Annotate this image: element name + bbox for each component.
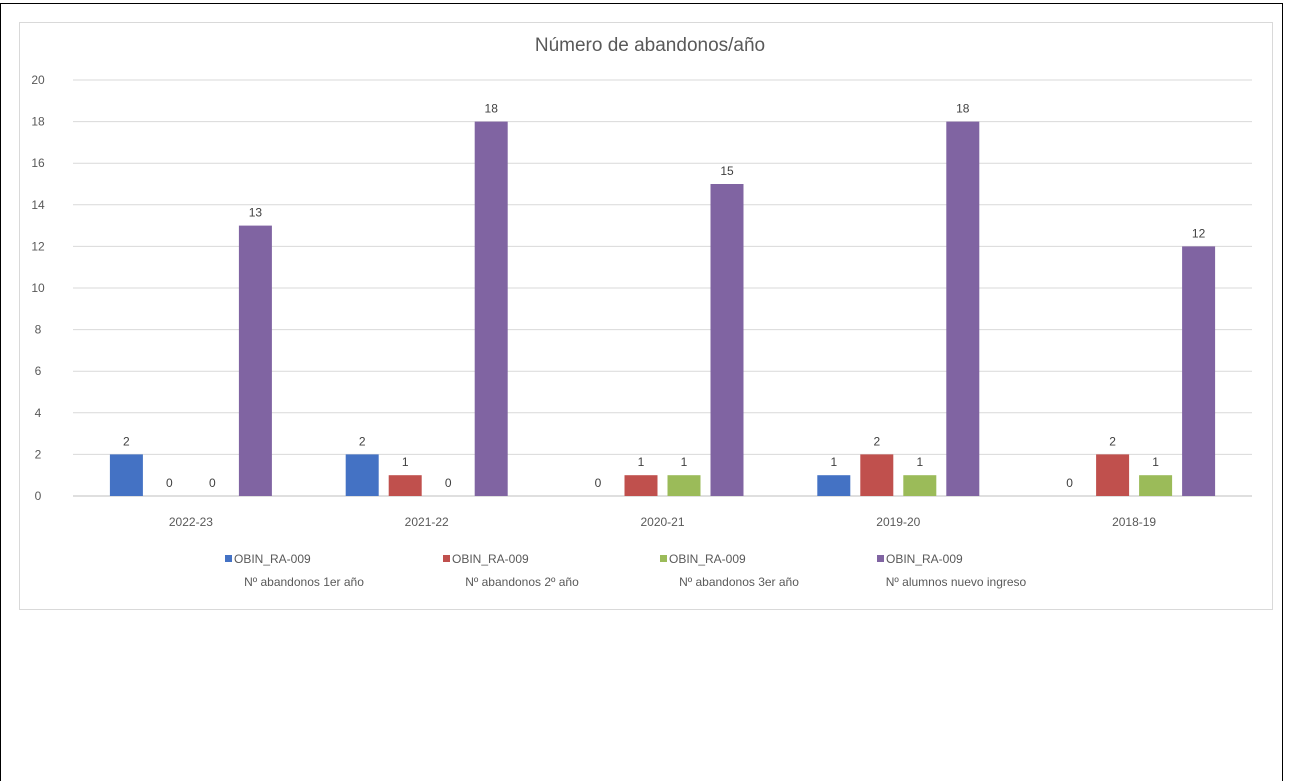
legend-series-subname: Nº abandonos 3er año [679,575,799,589]
bar [474,121,508,496]
data-label: 1 [681,455,688,469]
y-tick-label: 4 [35,406,42,420]
bar [860,454,894,496]
y-axis-ticks: 0 2 4 6 8 10 12 14 16 18 20 [31,73,45,503]
bar [817,475,851,496]
bar [388,475,422,496]
legend-series-subname: Nº alumnos nuevo ingreso [886,575,1027,589]
x-category-label: 2020-21 [640,515,684,529]
data-label: 2 [873,434,880,448]
bar [1096,454,1130,496]
legend-series-name: OBIN_RA-009 [886,552,963,566]
legend: OBIN_RA-009 Nº abandonos 1er año OBIN_RA-0… [225,552,1027,589]
y-tick-label: 20 [31,73,45,87]
data-label: 0 [445,476,452,490]
bar [238,225,272,496]
data-label: 1 [830,455,837,469]
y-tick-label: 2 [35,447,42,461]
y-tick-label: 0 [35,489,42,503]
data-label: 0 [1066,476,1073,490]
legend-series-name: OBIN_RA-009 [669,552,746,566]
bar [903,475,937,496]
legend-series-name: OBIN_RA-009 [452,552,529,566]
data-label: 18 [485,102,499,116]
y-tick-label: 12 [31,239,45,253]
y-tick-label: 18 [31,115,45,129]
data-label: 12 [1192,226,1206,240]
y-tick-label: 6 [35,364,42,378]
data-label: 2 [1109,434,1116,448]
bar-chart: Número de abandonos/año 0246810121416182… [31,35,1252,589]
bar [1182,246,1216,496]
x-axis-categories: 2022-23 2021-22 2020-21 2019-20 2018-19 [169,515,1157,529]
data-label: 1 [916,455,923,469]
y-tick-label: 14 [31,198,45,212]
data-label: 18 [956,102,970,116]
legend-series-name: OBIN_RA-009 [234,552,311,566]
data-label: 1 [1152,455,1159,469]
bar [109,454,143,496]
bar [667,475,701,496]
bar [1139,475,1173,496]
legend-swatch [877,555,884,562]
data-label: 2 [123,434,130,448]
page-frame [0,3,1283,781]
bar [624,475,658,496]
x-category-label: 2018-19 [1112,515,1156,529]
data-label: 13 [249,206,263,220]
y-tick-label: 16 [31,156,45,170]
x-category-label: 2021-22 [405,515,449,529]
data-label: 2 [359,434,366,448]
data-label: 15 [720,164,734,178]
y-tick-label: 10 [31,281,45,295]
legend-swatch [660,555,667,562]
bar [946,121,980,496]
y-tick-label: 8 [35,323,42,337]
bar [345,454,379,496]
chart-title: Número de abandonos/año [535,35,765,56]
legend-series-subname: Nº abandonos 1er año [244,575,364,589]
data-label: 1 [638,455,645,469]
legend-swatch [225,555,232,562]
chart-container: Número de abandonos/año 0 2 4 6 8 10 12 14 16 18 2… [19,22,1273,610]
bars [109,121,1216,496]
bar [710,184,744,496]
data-label: 0 [595,476,602,490]
data-label: 0 [209,476,216,490]
x-category-label: 2022-23 [169,515,213,529]
legend-swatch [443,555,450,562]
data-label: 1 [402,455,409,469]
legend-series-subname: Nº abandonos 2º año [465,575,579,589]
data-label: 0 [166,476,173,490]
x-category-label: 2019-20 [876,515,920,529]
